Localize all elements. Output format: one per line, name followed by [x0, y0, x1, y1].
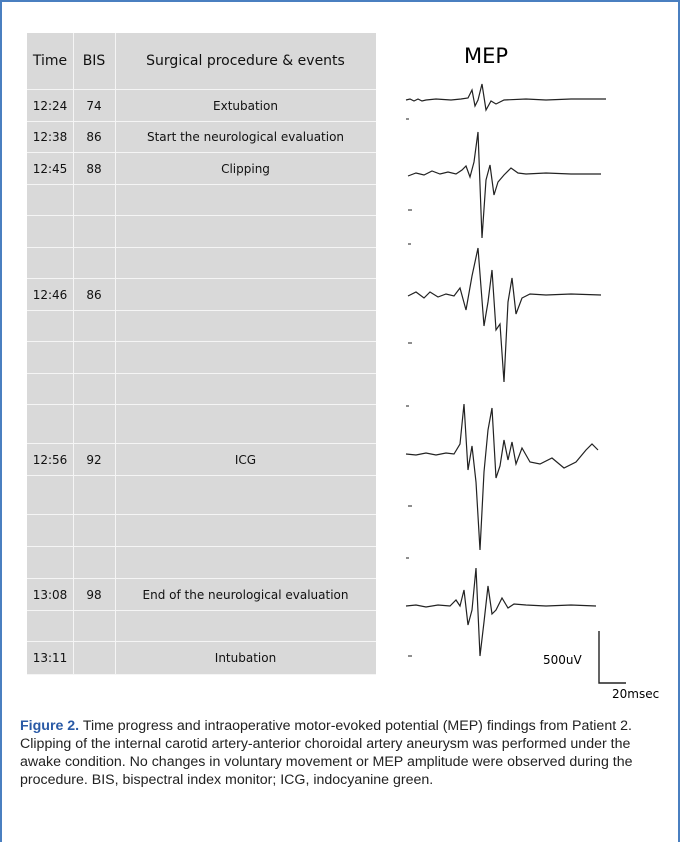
row-bis — [73, 642, 115, 674]
table-row — [27, 216, 376, 248]
column-divider — [115, 33, 116, 675]
row-time — [27, 515, 73, 546]
table-row: 12:45 88 Clipping — [27, 153, 376, 185]
mep-traces — [405, 83, 626, 684]
row-event — [115, 547, 376, 578]
header-time: Time — [32, 53, 68, 69]
row-bis — [73, 311, 115, 341]
mep-trace-4 — [405, 403, 599, 551]
table-row — [27, 515, 376, 547]
row-bis: 86 — [86, 130, 102, 144]
row-event: Clipping — [221, 161, 270, 176]
row-event — [115, 311, 376, 341]
figure-label: Figure 2. — [20, 718, 80, 734]
row-bis — [73, 342, 115, 373]
table-row — [27, 476, 376, 515]
row-event — [115, 476, 376, 514]
amplitude-scale-label: 500uV — [543, 653, 582, 667]
row-bis: 98 — [86, 587, 102, 602]
row-bis — [73, 374, 115, 404]
mep-trace-3 — [407, 247, 602, 383]
header-bis: BIS — [82, 53, 106, 69]
table-row — [27, 185, 376, 216]
table-header: Time BIS Surgical procedure & events — [27, 33, 376, 90]
row-bis — [73, 515, 115, 546]
row-bis — [73, 611, 115, 641]
row-bis: 74 — [86, 98, 102, 113]
table-row — [27, 405, 376, 444]
row-time — [27, 476, 73, 514]
column-divider — [73, 33, 74, 675]
mep-trace-1 — [405, 83, 606, 112]
row-time: 12:45 — [32, 161, 68, 176]
row-time: 12:24 — [32, 98, 68, 113]
table-row — [27, 311, 376, 342]
row-time — [27, 405, 73, 443]
caption-text: Time progress and intraoperative motor-e… — [20, 718, 633, 788]
table-row: 12:56 92 ICG — [27, 444, 376, 476]
row-bis — [73, 547, 115, 578]
table-row — [27, 547, 376, 579]
row-time: 12:46 — [32, 287, 68, 302]
mep-title: MEP — [464, 44, 509, 68]
row-bis — [73, 185, 115, 215]
table-row — [27, 374, 376, 405]
row-event — [115, 248, 376, 278]
table-row — [27, 342, 376, 374]
row-time — [27, 311, 73, 341]
row-time — [27, 342, 73, 373]
table-row: 12:24 74 Extubation — [27, 90, 376, 122]
row-time — [27, 248, 73, 278]
table-row: 12:38 86 Start the neurological evaluation — [27, 122, 376, 153]
scale-bar — [598, 631, 626, 684]
row-time — [27, 216, 73, 247]
row-event: End of the neurological evaluation — [142, 587, 349, 602]
row-event: Intubation — [214, 651, 277, 665]
row-event — [115, 279, 376, 310]
row-time: 13:08 — [32, 587, 68, 602]
table-row: 12:46 86 — [27, 279, 376, 311]
row-event — [115, 342, 376, 373]
table-row — [27, 248, 376, 279]
mep-trace-5 — [405, 567, 597, 657]
table-row — [27, 611, 376, 642]
row-time: 12:38 — [32, 130, 68, 144]
row-bis — [73, 405, 115, 443]
row-bis — [73, 216, 115, 247]
row-bis — [73, 248, 115, 278]
row-event — [115, 611, 376, 641]
time-scale-label: 20msec — [612, 687, 660, 701]
table-body: 12:24 74 Extubation 12:38 86 Start the neurol… — [27, 90, 376, 675]
row-event — [115, 185, 376, 215]
row-time — [27, 374, 73, 404]
row-time: 13:11 — [32, 651, 68, 665]
row-event: Start the neurological evaluation — [146, 130, 345, 144]
row-bis: 92 — [86, 452, 102, 467]
row-time — [27, 185, 73, 215]
row-event: Extubation — [213, 98, 278, 113]
mep-trace-2 — [407, 131, 601, 239]
row-event — [115, 374, 376, 404]
row-time — [27, 611, 73, 641]
row-event — [115, 216, 376, 247]
row-event — [115, 405, 376, 443]
row-bis: 88 — [86, 161, 102, 176]
row-event — [115, 515, 376, 546]
row-bis: 86 — [86, 287, 102, 302]
figure-caption: Figure 2. Time progress and intraoperati… — [20, 717, 660, 789]
header-event: Surgical procedure & events — [146, 53, 345, 69]
events-table: Time BIS Surgical procedure & events 12:… — [27, 33, 376, 675]
row-event: ICG — [234, 452, 257, 467]
table-row: 13:08 98 End of the neurological evaluatio… — [27, 579, 376, 611]
row-time — [27, 547, 73, 578]
row-bis — [73, 476, 115, 514]
row-time: 12:56 — [32, 452, 68, 467]
table-row: 13:11 Intubation — [27, 642, 376, 675]
